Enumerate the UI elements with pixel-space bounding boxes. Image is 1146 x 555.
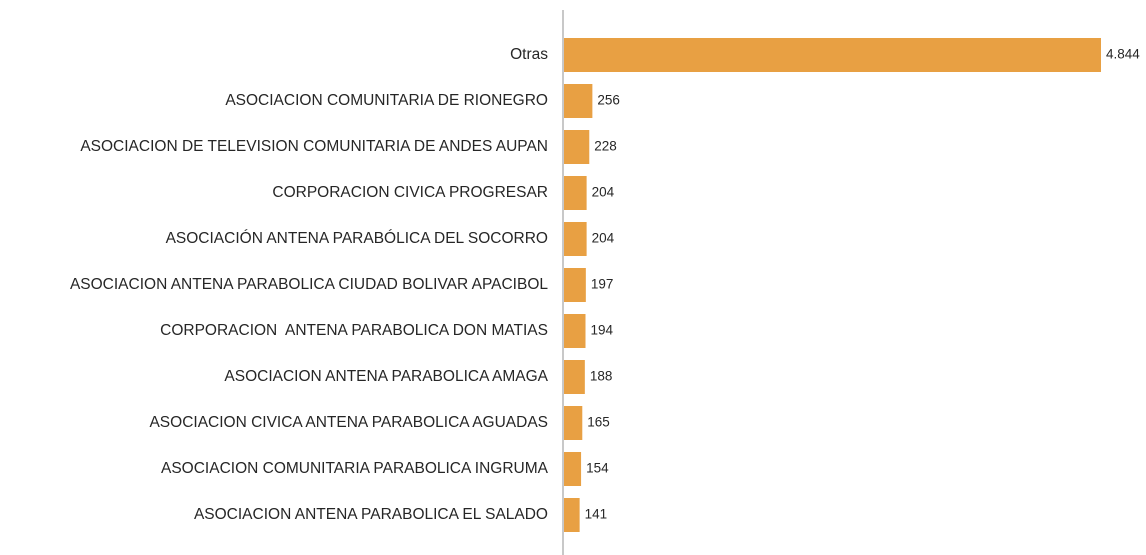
bar: [564, 222, 587, 256]
value-label: 188: [590, 369, 613, 384]
value-label: 154: [586, 461, 609, 476]
category-label: ASOCIACIÓN ANTENA PARABÓLICA DEL SOCORRO: [166, 230, 548, 247]
bar: [564, 360, 585, 394]
bar: [564, 406, 583, 440]
value-label: 204: [592, 231, 615, 246]
value-label: 204: [592, 185, 615, 200]
value-label: 141: [585, 507, 608, 522]
category-label: ASOCIACION DE TELEVISION COMUNITARIA DE …: [80, 138, 548, 155]
bar: [564, 176, 587, 210]
category-label: ASOCIACION COMUNITARIA DE RIONEGRO: [225, 92, 548, 109]
category-label: ASOCIACION ANTENA PARABOLICA EL SALADO: [194, 506, 548, 523]
category-label: CORPORACION CIVICA PROGRESAR: [272, 184, 548, 201]
bar: [564, 268, 586, 302]
category-label: Otras: [510, 46, 548, 63]
value-label: 194: [591, 323, 614, 338]
value-label: 165: [587, 415, 610, 430]
category-label: CORPORACION ANTENA PARABOLICA DON MATIAS: [160, 322, 548, 339]
category-label: ASOCIACION CIVICA ANTENA PARABOLICA AGUA…: [149, 414, 548, 431]
category-label: ASOCIACION ANTENA PARABOLICA CIUDAD BOLI…: [70, 276, 548, 293]
bar: [564, 130, 590, 164]
value-label: 4.844: [1106, 47, 1140, 62]
value-label: 197: [591, 277, 614, 292]
category-label: ASOCIACION COMUNITARIA PARABOLICA INGRUM…: [161, 460, 549, 477]
bar: [564, 498, 580, 532]
value-label: 228: [594, 139, 617, 154]
bar: [564, 314, 586, 348]
category-label: ASOCIACION ANTENA PARABOLICA AMAGA: [224, 368, 548, 385]
value-label: 256: [597, 93, 620, 108]
bar: [564, 452, 582, 486]
bar: [564, 38, 1101, 72]
bar: [564, 84, 593, 118]
